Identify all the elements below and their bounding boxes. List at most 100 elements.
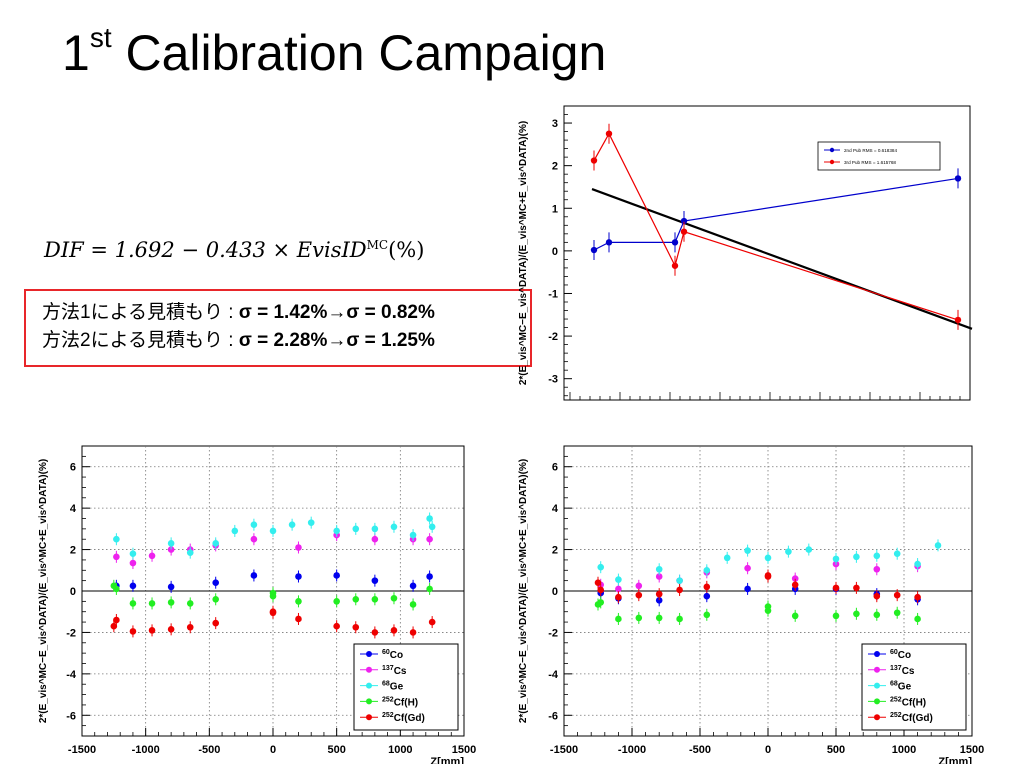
x-tick-label: -1500: [68, 744, 96, 756]
y-axis-label-text: 2*(E_vis^MC−E_vis^DATA)/(E_vis^MC+E_vis^…: [518, 459, 529, 723]
y-tick-label: -2: [548, 627, 558, 639]
x-tick-label: -1500: [550, 744, 578, 756]
data-point: [250, 521, 258, 529]
data-point: [295, 615, 302, 623]
data-point: [371, 525, 379, 533]
legend-entry: 252Cf(H): [382, 696, 418, 708]
data-point: [428, 618, 436, 626]
data-point: [785, 548, 792, 555]
data-point: [129, 628, 137, 635]
x-tick-label: 1500: [452, 744, 476, 756]
data-point: [671, 262, 679, 269]
data-point: [333, 622, 340, 630]
y-tick-label: 2: [552, 545, 558, 557]
x-axis-label: Z[mm]: [430, 756, 464, 764]
data-point: [295, 544, 302, 551]
data-point: [597, 586, 605, 594]
data-point: [409, 601, 417, 608]
data-point: [167, 599, 175, 606]
legend-marker: [874, 682, 880, 689]
legend-marker: [874, 651, 880, 657]
estimate-1-label: 方法1による見積もり :: [42, 302, 239, 323]
data-point: [333, 572, 340, 579]
data-point: [307, 519, 315, 526]
series-cfgd: [594, 569, 921, 604]
data-point: [791, 575, 799, 582]
legend-marker: [874, 666, 880, 673]
data-point: [113, 585, 120, 593]
data-point: [250, 535, 258, 543]
data-point: [426, 585, 433, 593]
data-point: [333, 527, 340, 535]
data-point: [371, 629, 379, 636]
y-tick-label: 0: [70, 586, 76, 598]
data-point: [615, 615, 622, 623]
data-point: [426, 535, 433, 543]
data-point: [212, 595, 219, 603]
data-point: [655, 573, 663, 580]
x-tick-label: 1000: [892, 744, 916, 756]
data-point: [186, 623, 194, 631]
estimate-line-1: 方法1による見積もり : σ = 1.42%→σ = 0.82%: [42, 299, 530, 327]
title-rest: Calibration Campaign: [111, 25, 607, 81]
data-point: [703, 592, 711, 600]
y-tick-label: -3: [548, 374, 558, 386]
data-point: [934, 542, 942, 549]
data-point: [615, 576, 622, 583]
series-ge: [113, 512, 436, 560]
data-point: [295, 598, 302, 605]
data-point: [597, 563, 605, 571]
data-point: [893, 609, 901, 617]
x-tick-label: 500: [827, 744, 845, 756]
data-point: [805, 546, 813, 553]
data-point: [893, 591, 901, 599]
bottom-left-chart: -1500 -1000 -500 0 500 1000 1500 6 4 2 0 -2 -4 -6 Z[mm…: [38, 445, 476, 764]
y-tick-label: 4: [70, 503, 77, 515]
data-point: [333, 598, 340, 605]
data-point: [791, 581, 799, 589]
data-point: [212, 619, 219, 627]
data-point: [186, 600, 194, 607]
data-point: [371, 535, 379, 543]
estimate-1-value: σ = 1.42%→σ = 0.82%: [238, 302, 435, 323]
data-point: [680, 217, 688, 225]
data-point: [212, 540, 219, 547]
y-tick-label: -4: [548, 669, 559, 681]
data-point: [676, 586, 683, 594]
data-point: [615, 593, 622, 601]
legend-entry: 252Cf(Gd): [382, 712, 425, 724]
data-point: [288, 521, 296, 529]
top-right-chart: 3 2 1 0 -1 -2 -3 2*(E_vis^MC−E_vis^DATA)/(E_vis…: [518, 105, 973, 401]
x-tick-label: 1000: [388, 744, 412, 756]
data-point: [409, 582, 417, 590]
data-point: [590, 246, 598, 254]
data-point: [615, 585, 622, 593]
legend-entry: 68Ge: [890, 681, 912, 693]
legend-entry: 2nd Pub RMS = 0.618384: [844, 148, 897, 153]
legend-entry: 252Cf(Gd): [890, 712, 933, 724]
legend-entry: 137Cs: [890, 665, 915, 677]
x-tick-label: 1500: [960, 744, 984, 756]
data-point: [605, 239, 613, 246]
y-axis-label-text: 2*(E_vis^MC−E_vis^DATA)/(E_vis^MC+E_vis^…: [38, 459, 49, 723]
data-point: [635, 614, 643, 622]
data-point: [167, 540, 175, 547]
series-cfh: [110, 579, 433, 611]
fit-formula: DIF = 1.692 − 0.433 × EvisIDMC(%): [44, 238, 424, 262]
data-point: [426, 515, 433, 522]
y-tick-label: -1: [548, 288, 558, 300]
estimate-line-2: 方法2による見積もり : σ = 2.28%→σ = 1.25%: [42, 327, 530, 355]
data-point: [352, 623, 360, 631]
y-tick-label: 4: [552, 503, 559, 515]
x-tick-label: -500: [198, 744, 220, 756]
data-point: [954, 316, 962, 324]
y-tick-label: -4: [66, 669, 77, 681]
data-point: [853, 584, 860, 592]
legend-box: [817, 141, 941, 171]
y-tick-label: 0: [552, 246, 558, 258]
data-point: [853, 553, 860, 561]
data-point: [409, 531, 417, 539]
y-tick-label: -6: [548, 710, 558, 722]
data-point: [655, 590, 663, 598]
legend-entry: 60Co: [382, 649, 403, 661]
